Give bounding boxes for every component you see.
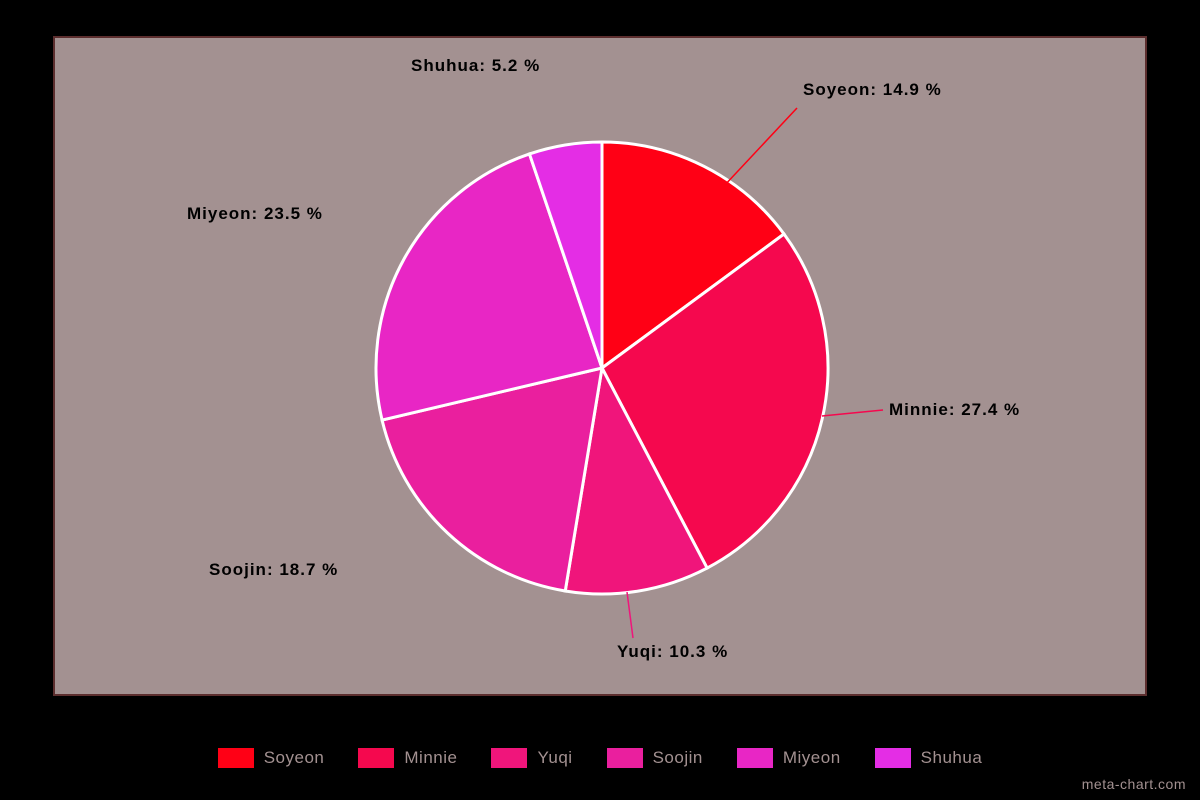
chart-frame: Soyeon: 14.9 % Minnie: 27.4 % Yuqi: 10.3 %… — [53, 36, 1147, 696]
slice-label-soyeon: Soyeon: 14.9 % — [803, 80, 942, 100]
legend-item-shuhua: Shuhua — [875, 748, 983, 768]
legend-label: Miyeon — [783, 748, 841, 768]
slice-label-shuhua: Shuhua: 5.2 % — [411, 56, 540, 76]
legend-item-miyeon: Miyeon — [737, 748, 841, 768]
legend-swatch — [875, 748, 911, 768]
legend-label: Shuhua — [921, 748, 983, 768]
watermark: meta-chart.com — [1082, 776, 1186, 792]
legend-swatch — [218, 748, 254, 768]
leader-line-yuqi — [627, 592, 633, 638]
slice-label-miyeon: Miyeon: 23.5 % — [187, 204, 323, 224]
legend-label: Soojin — [653, 748, 703, 768]
leader-line-minnie — [822, 410, 883, 416]
pie-chart — [55, 38, 1149, 698]
legend-swatch — [358, 748, 394, 768]
slice-label-minnie: Minnie: 27.4 % — [889, 400, 1020, 420]
legend-label: Minnie — [404, 748, 457, 768]
legend-swatch — [737, 748, 773, 768]
legend: Soyeon Minnie Yuqi Soojin Miyeon Shuhua — [0, 748, 1200, 768]
legend-item-soyeon: Soyeon — [218, 748, 325, 768]
legend-item-soojin: Soojin — [607, 748, 703, 768]
legend-swatch — [607, 748, 643, 768]
legend-label: Yuqi — [537, 748, 572, 768]
leader-line-soyeon — [723, 108, 797, 187]
legend-item-minnie: Minnie — [358, 748, 457, 768]
legend-label: Soyeon — [264, 748, 325, 768]
slice-label-yuqi: Yuqi: 10.3 % — [617, 642, 728, 662]
slice-label-soojin: Soojin: 18.7 % — [209, 560, 338, 580]
legend-item-yuqi: Yuqi — [491, 748, 572, 768]
legend-swatch — [491, 748, 527, 768]
